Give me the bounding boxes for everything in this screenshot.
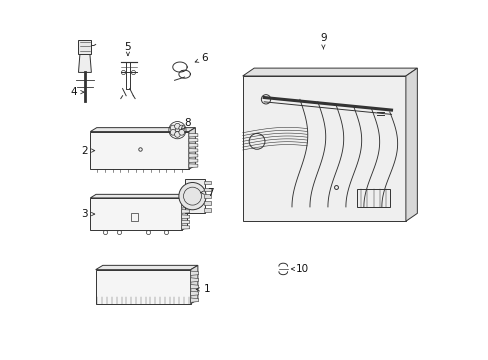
Polygon shape xyxy=(242,68,416,76)
Circle shape xyxy=(174,132,180,137)
Text: 4: 4 xyxy=(71,87,84,97)
Polygon shape xyxy=(188,154,198,157)
Bar xyxy=(204,181,210,184)
Circle shape xyxy=(179,183,206,210)
Polygon shape xyxy=(188,134,198,137)
Polygon shape xyxy=(188,159,198,162)
Polygon shape xyxy=(405,68,416,221)
Circle shape xyxy=(179,125,184,131)
Polygon shape xyxy=(188,139,198,142)
Circle shape xyxy=(170,125,176,131)
Polygon shape xyxy=(190,298,198,302)
Polygon shape xyxy=(182,199,189,203)
Polygon shape xyxy=(182,204,189,208)
Text: 6: 6 xyxy=(195,53,208,63)
Polygon shape xyxy=(190,278,198,282)
Bar xyxy=(204,208,210,212)
Polygon shape xyxy=(190,271,198,275)
Polygon shape xyxy=(96,265,198,270)
Polygon shape xyxy=(90,198,182,230)
Text: 7: 7 xyxy=(200,188,213,198)
Polygon shape xyxy=(90,194,187,198)
Text: 9: 9 xyxy=(320,33,326,49)
Polygon shape xyxy=(182,226,189,229)
Polygon shape xyxy=(188,149,198,152)
Polygon shape xyxy=(182,194,187,230)
Polygon shape xyxy=(90,128,195,132)
Text: 8: 8 xyxy=(181,118,190,130)
Polygon shape xyxy=(182,215,189,219)
Polygon shape xyxy=(190,284,198,289)
Text: 2: 2 xyxy=(81,145,95,156)
Polygon shape xyxy=(182,210,189,213)
Polygon shape xyxy=(182,220,189,224)
Text: 5: 5 xyxy=(124,42,131,55)
Bar xyxy=(78,40,91,54)
Circle shape xyxy=(170,130,176,135)
Polygon shape xyxy=(190,291,198,296)
Polygon shape xyxy=(188,144,198,147)
Polygon shape xyxy=(242,76,405,221)
Circle shape xyxy=(179,130,184,135)
Circle shape xyxy=(174,123,180,129)
Bar xyxy=(204,201,210,205)
Polygon shape xyxy=(188,164,198,167)
Bar xyxy=(204,194,210,198)
Polygon shape xyxy=(96,270,190,304)
Text: 10: 10 xyxy=(291,264,308,274)
Text: 3: 3 xyxy=(81,209,95,219)
Bar xyxy=(130,213,138,221)
Polygon shape xyxy=(78,54,91,72)
Polygon shape xyxy=(90,132,188,169)
Polygon shape xyxy=(190,265,198,304)
Bar xyxy=(185,179,204,213)
Text: 1: 1 xyxy=(196,284,210,294)
Polygon shape xyxy=(188,128,195,169)
Bar xyxy=(204,188,210,191)
Bar xyxy=(357,189,389,207)
